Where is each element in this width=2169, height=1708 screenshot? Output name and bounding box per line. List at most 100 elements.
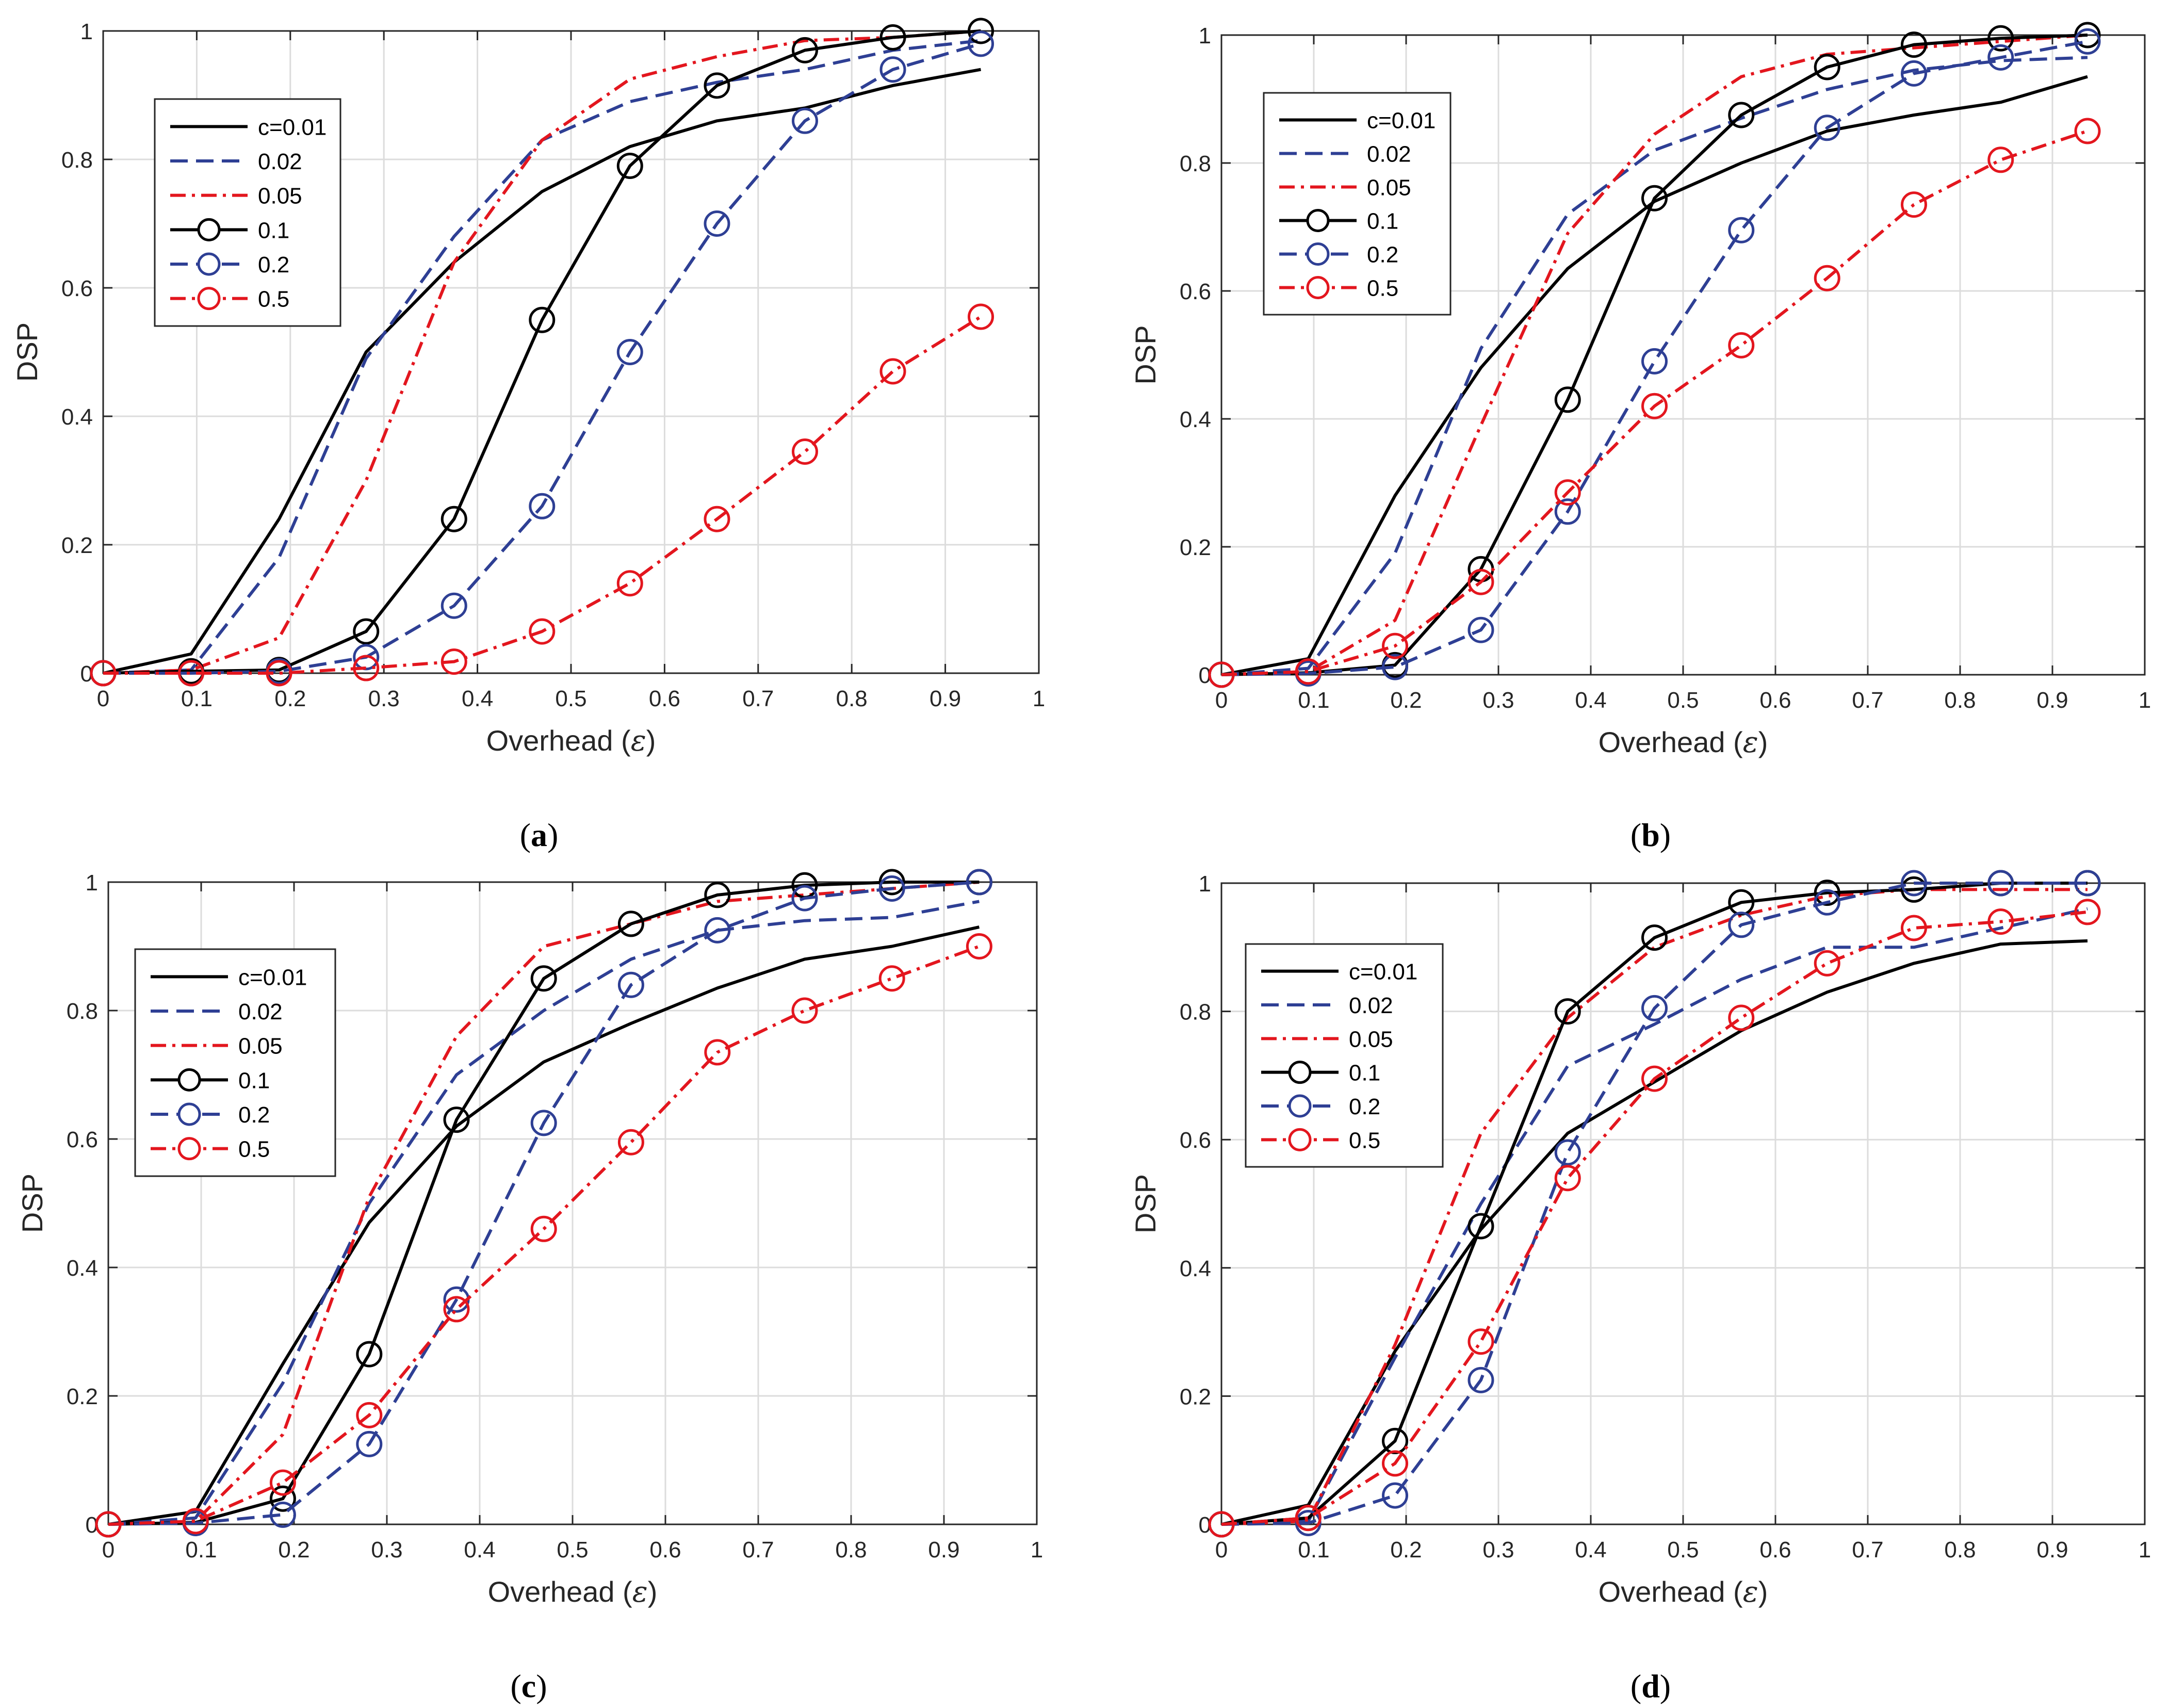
legend-marker <box>177 1068 201 1092</box>
data-point <box>269 1469 296 1496</box>
data-point <box>441 592 467 619</box>
data-point <box>966 869 992 896</box>
x-tick-label: 0.5 <box>557 1537 588 1563</box>
chart-panel-a: 0 0.1 0.2 0.3 0.4 0.5 0.6 0.7 0.8 0.9 100.20.40.60… <box>11 18 1045 853</box>
x-tick-label: 0 <box>1215 1537 1228 1563</box>
legend-label: 0.02 <box>238 999 283 1024</box>
legend-marker <box>197 218 221 241</box>
series-line-0.1 <box>103 29 981 675</box>
x-tick-label: 0.1 <box>181 686 213 711</box>
x-axis-label: Overhead (ε) <box>486 724 656 758</box>
y-tick-label: 0.8 <box>67 999 98 1024</box>
data-point <box>616 339 643 365</box>
data-point <box>1382 654 1409 680</box>
x-axis-label: Overhead (ε) <box>1599 1575 1768 1609</box>
x-tick-label: 0.4 <box>1575 688 1606 713</box>
legend-label: c=0.01 <box>1349 959 1417 985</box>
panel-caption: (d) <box>1630 1668 1671 1704</box>
x-tick-label: 0.6 <box>1759 688 1791 713</box>
x-tick-label: 0.5 <box>1667 1537 1699 1563</box>
legend-marker <box>177 1102 201 1126</box>
legend-box <box>154 98 341 327</box>
data-point <box>1987 25 2014 52</box>
data-point <box>792 37 818 63</box>
data-point <box>1467 568 1494 595</box>
data-point <box>443 1107 470 1133</box>
data-point <box>182 1508 209 1535</box>
legend-marker <box>1288 1061 1312 1084</box>
panel-caption: (b) <box>1630 817 1671 853</box>
data-point <box>792 438 818 465</box>
series-line-0.5 <box>1221 129 2088 676</box>
legend: c=0.01 0.02 0.05 0.1 0.2 0.5 <box>1263 92 1452 316</box>
data-point <box>1728 102 1755 128</box>
data-point <box>2074 899 2101 925</box>
x-tick-label: 0.9 <box>2036 688 2068 713</box>
data-point <box>1641 185 1668 212</box>
data-point <box>269 1501 296 1528</box>
y-tick-label: 0.8 <box>61 148 93 173</box>
data-point <box>704 917 731 944</box>
data-point <box>968 303 994 330</box>
legend-box <box>134 948 336 1177</box>
data-point <box>878 875 905 902</box>
data-point <box>529 618 556 645</box>
legend-box <box>1245 943 1444 1168</box>
data-point <box>791 997 818 1024</box>
y-axis-label: DSP <box>1129 1174 1162 1233</box>
series-line-0.2 <box>1221 882 2088 1526</box>
legend-label: 0.1 <box>258 218 289 243</box>
y-tick-label: 0.4 <box>1180 1256 1211 1281</box>
legend-marker <box>1306 242 1330 266</box>
chart-panel-c: 0 0.1 0.2 0.3 0.4 0.5 0.6 0.7 0.8 0.9 100.20.40.60… <box>16 869 1043 1704</box>
series-line-0.02 <box>1221 907 2088 1526</box>
legend-marker <box>1288 1094 1312 1118</box>
data-point <box>792 107 818 134</box>
data-point <box>1987 147 2014 173</box>
data-point <box>1987 908 2014 935</box>
legend: c=0.01 0.02 0.05 0.1 0.2 0.5 <box>154 98 341 327</box>
series-line-0.2 <box>1221 40 2088 676</box>
x-tick-label: 1 <box>1033 686 1045 711</box>
legend-marker <box>197 287 221 311</box>
y-tick-label: 1 <box>1199 23 1211 48</box>
data-point <box>1208 661 1235 688</box>
data-point <box>269 1485 296 1512</box>
data-point <box>1382 1450 1409 1477</box>
legend-label: 0.2 <box>238 1102 270 1128</box>
y-tick-label: 1 <box>86 870 98 896</box>
data-point <box>1728 217 1755 243</box>
legend-label: 0.5 <box>238 1137 270 1162</box>
data-point <box>1554 498 1581 525</box>
x-tick-label: 0.9 <box>2036 1537 2068 1563</box>
legend-marker <box>197 252 221 276</box>
x-tick-label: 0.3 <box>371 1537 402 1563</box>
data-point <box>1814 54 1840 80</box>
data-point <box>878 965 905 992</box>
y-axis-label: DSP <box>16 1174 48 1233</box>
x-tick-label: 0.7 <box>1852 1537 1883 1563</box>
x-tick-label: 0.7 <box>742 686 774 711</box>
data-point <box>617 1129 644 1156</box>
legend-label: 0.02 <box>1349 993 1393 1018</box>
data-point <box>1641 348 1668 375</box>
y-tick-label: 0.6 <box>61 276 93 301</box>
data-point <box>1467 1367 1494 1393</box>
data-point <box>443 1296 470 1323</box>
legend-label: 0.02 <box>258 149 302 174</box>
y-tick-label: 1 <box>1199 871 1211 897</box>
x-axis-label: Overhead (ε) <box>488 1575 658 1609</box>
legend-label: c=0.01 <box>258 115 327 140</box>
legend-label: 0.2 <box>1349 1094 1380 1119</box>
x-tick-label: 0 <box>102 1537 115 1563</box>
data-point <box>1901 876 1927 903</box>
data-point <box>617 910 644 937</box>
data-point <box>966 933 992 959</box>
data-point <box>1641 393 1668 419</box>
x-tick-label: 0.3 <box>1482 1537 1514 1563</box>
legend-label: 0.5 <box>1367 276 1398 301</box>
legend-marker <box>1288 1128 1312 1151</box>
data-point <box>1901 915 1927 941</box>
series-line-0.05 <box>1221 34 2088 676</box>
data-point <box>2074 870 2101 897</box>
